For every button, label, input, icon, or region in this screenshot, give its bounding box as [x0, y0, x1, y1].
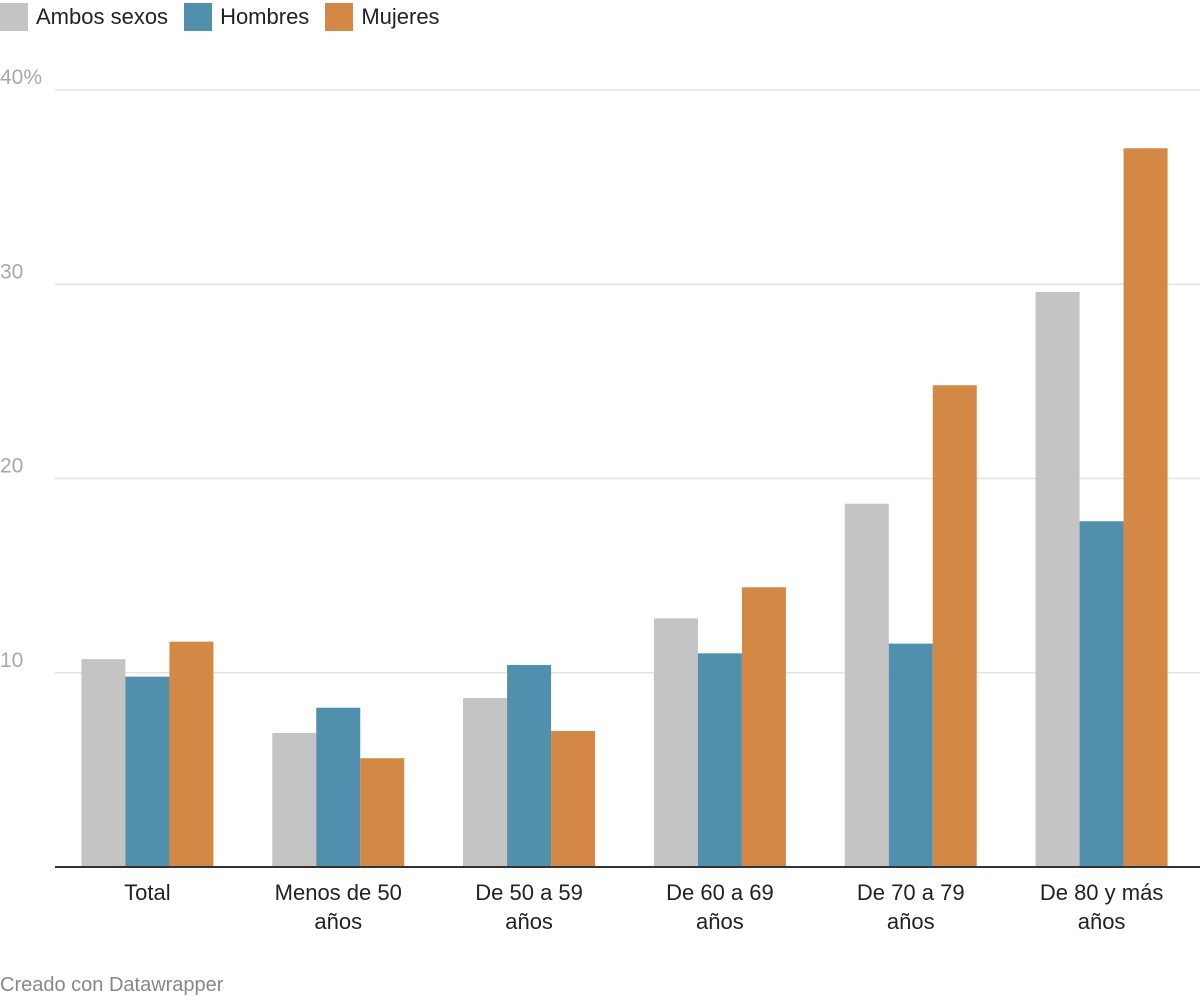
- bar: [1079, 521, 1124, 867]
- bar: [1035, 292, 1080, 867]
- legend-item: Hombres: [184, 3, 309, 31]
- credit-text: Creado con Datawrapper: [0, 974, 224, 996]
- legend-swatch: [184, 3, 213, 31]
- legend: Ambos sexos Hombres Mujeres: [0, 2, 456, 32]
- x-tick-label: De 60 a 69: [666, 880, 774, 905]
- legend-swatch: [325, 3, 354, 31]
- bar: [888, 643, 933, 867]
- x-tick-label: De 80 y más: [1040, 880, 1164, 905]
- bar: [360, 758, 405, 867]
- x-tick-label: años: [696, 909, 744, 934]
- bar: [463, 698, 508, 867]
- legend-label: Mujeres: [361, 4, 440, 29]
- y-tick-label: 10: [0, 649, 23, 672]
- bar: [844, 503, 889, 867]
- legend-swatch: [0, 3, 28, 31]
- bar-chart: 10 20 30 40% Total Menos de 50 años De 50 a 59 a…: [0, 66, 1200, 934]
- x-tick-label: años: [887, 909, 935, 934]
- bar: [169, 641, 214, 867]
- legend-item: Ambos sexos: [0, 3, 168, 31]
- x-tick-label: años: [1078, 909, 1126, 934]
- y-tick-label: 30: [0, 260, 23, 283]
- x-tick-label: De 70 a 79: [857, 880, 965, 905]
- bar: [316, 707, 361, 867]
- bar: [653, 618, 698, 867]
- x-tick-label: años: [314, 909, 362, 934]
- bar: [741, 587, 786, 867]
- bar: [125, 676, 170, 867]
- bar: [272, 732, 317, 867]
- legend-label: Ambos sexos: [36, 4, 169, 29]
- legend-label: Hombres: [220, 4, 310, 29]
- x-tick-label: Menos de 50: [275, 880, 402, 905]
- y-tick-label: 20: [0, 455, 23, 478]
- bar: [81, 659, 126, 867]
- bar: [932, 385, 977, 867]
- x-tick-label: De 50 a 59: [475, 880, 583, 905]
- y-tick-label: 40%: [0, 66, 42, 89]
- legend-item: Mujeres: [325, 3, 440, 31]
- x-tick-label: Total: [124, 880, 170, 905]
- bar: [697, 653, 742, 867]
- bar: [1123, 148, 1168, 867]
- bar: [507, 664, 552, 867]
- x-tick-label: años: [505, 909, 553, 934]
- bar: [551, 731, 596, 867]
